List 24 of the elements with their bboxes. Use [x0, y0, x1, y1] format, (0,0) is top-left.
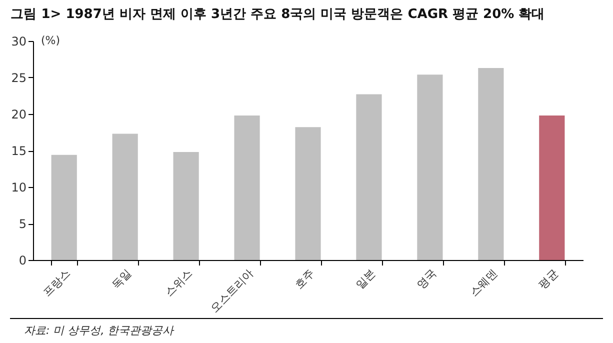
y-tick-label: 15	[11, 144, 26, 158]
y-tick-label: 10	[11, 180, 26, 194]
bar	[112, 134, 138, 260]
y-tick-label: 20	[11, 108, 26, 122]
bar	[51, 154, 77, 260]
bar	[234, 115, 260, 260]
x-tick-label: 일본	[353, 266, 378, 292]
bar	[173, 152, 199, 260]
chart-title: 그림 1> 1987년 비자 면제 이후 3년간 주요 8국의 미국 방문객은 CAGR 평균 20% 확대	[10, 7, 545, 22]
bar	[417, 74, 443, 260]
bar	[356, 94, 382, 260]
x-tick-label: 영국	[414, 266, 439, 292]
x-tick-label: 독일	[109, 266, 134, 292]
y-tick-label: 30	[11, 34, 26, 48]
bar	[295, 127, 321, 260]
y-tick-label: 0	[18, 254, 26, 268]
x-tick-label: 평균	[536, 266, 561, 292]
text: 자료: 미 상무성, 한국관광공사	[10, 318, 603, 338]
y-tick-label: 5	[18, 217, 26, 231]
y-axis-title: (%)	[41, 34, 60, 47]
bar	[478, 68, 504, 260]
y-tick-label: 25	[11, 71, 26, 85]
bar	[539, 115, 565, 260]
x-tick-label: 호주	[292, 266, 317, 292]
